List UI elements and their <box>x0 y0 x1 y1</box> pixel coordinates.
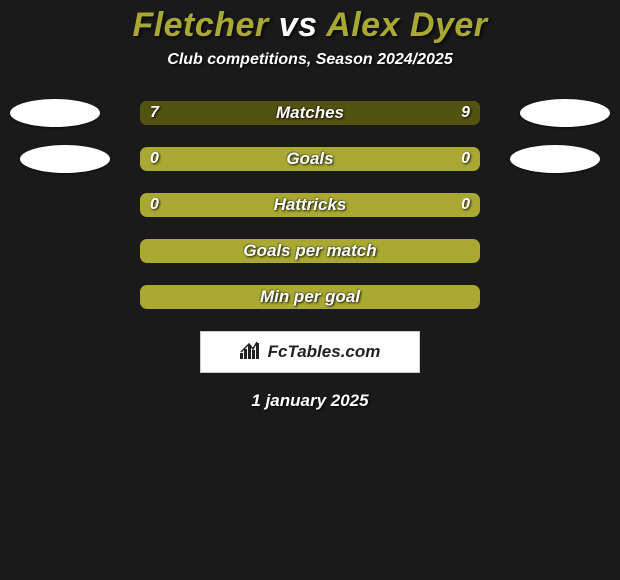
avatar <box>510 145 600 173</box>
stat-row: Goals per match <box>70 239 550 263</box>
attribution-badge: FcTables.com <box>200 331 420 373</box>
avatar <box>20 145 110 173</box>
avatar <box>10 99 100 127</box>
stat-bar <box>140 147 480 171</box>
title-player-left: Fletcher <box>132 6 268 44</box>
avatar <box>520 99 610 127</box>
stat-bar <box>140 101 480 125</box>
stat-bar-right-fill <box>289 101 480 125</box>
title-player-right: Alex Dyer <box>326 6 487 44</box>
stat-row: Goals00 <box>70 147 550 171</box>
comparison-chart: Matches79 Goals00 Hattricks00 Goals per mat… <box>70 101 550 309</box>
stat-bar <box>140 239 480 263</box>
stat-bar <box>140 193 480 217</box>
stat-row: Matches79 <box>70 101 550 125</box>
bars-icon <box>240 341 268 364</box>
footer-date: 1 january 2025 <box>0 391 620 411</box>
stat-row: Min per goal <box>70 285 550 309</box>
stat-bar-left-fill <box>140 101 289 125</box>
stat-row: Hattricks00 <box>70 193 550 217</box>
subtitle: Club competitions, Season 2024/2025 <box>0 51 620 69</box>
title-vs: vs <box>279 6 318 44</box>
stat-bar <box>140 285 480 309</box>
page-title: Fletcher vs Alex Dyer <box>0 0 620 45</box>
attribution-text: FcTables.com <box>268 342 381 362</box>
